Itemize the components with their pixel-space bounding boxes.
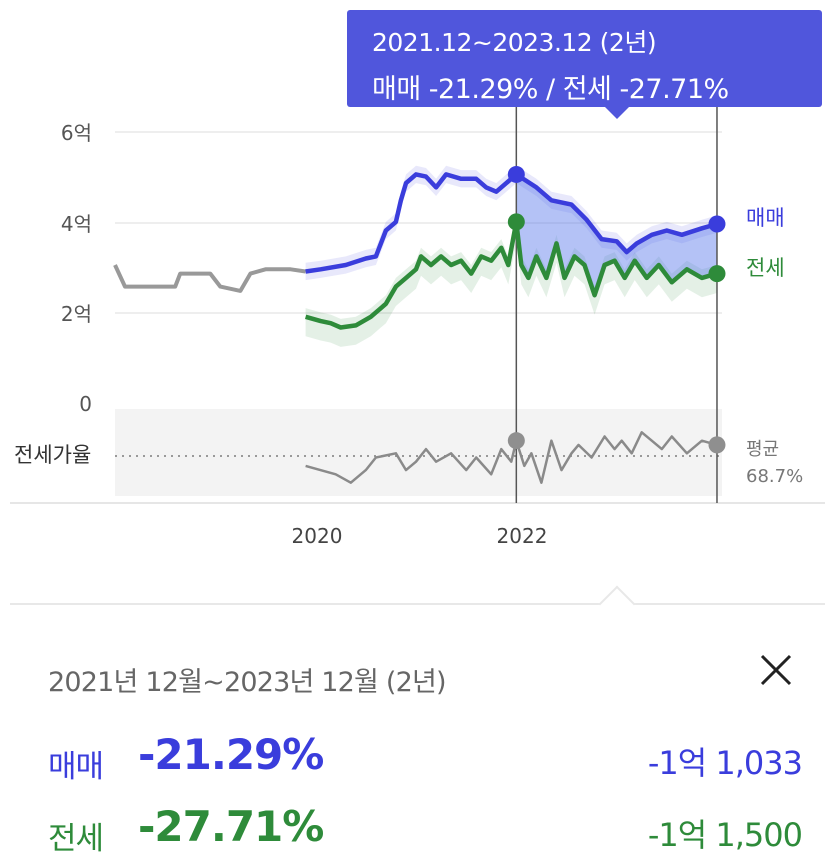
tooltip-values: 매매 -21.29% / 전세 -27.71% [372,74,729,105]
ratio-marker [507,432,525,450]
sale-line [305,172,718,274]
jeonse-line [304,219,718,330]
y-tick-label: 2억 [61,302,92,326]
summary-row-sale: 매매 -21.29% -1억 1,033 [48,728,808,788]
summary-amount: -1억 1,500 [647,816,803,854]
legend-sale-label: 매매 [746,206,785,230]
ratio-panel-bg [115,409,722,496]
ratio-marker [708,436,726,454]
ratio-label: 전세가율 [14,443,91,467]
tooltip-arrow [605,107,629,119]
tooltip-period: 2021.12~2023.12 (2년) [372,28,657,57]
close-icon [760,654,792,686]
ratio-avg-value: 68.7% [746,466,803,487]
close-button[interactable] [756,650,796,690]
ratio-line [305,431,718,484]
summary-percent: -21.29% [138,730,324,779]
jeonse-marker [507,213,525,231]
range-tooltip: 2021.12~2023.12 (2년) 매매 -21.29% / 전세 -27… [347,10,822,119]
x-tick-label: 2020 [292,524,343,548]
x-tick-label: 2022 [497,524,548,548]
sale-marker [507,165,525,183]
history-line [113,264,306,293]
y-tick-label: 0 [79,392,92,416]
summary-percent: -27.71% [138,802,324,851]
legend-jeonse-label: 전세 [746,256,785,280]
ratio-avg-label: 평균 [746,439,779,460]
summary-period: 2021년 12월~2023년 12월 (2년) [48,667,447,698]
y-tick-label: 4억 [61,212,92,236]
jeonse-marker [708,265,726,283]
sale-range-band [305,165,717,281]
summary-label: 전세 [48,821,104,857]
summary-row-jeonse: 전세 -27.71% -1억 1,500 [48,800,808,860]
panel-divider [10,603,825,605]
sale-marker [708,215,726,233]
price-chart[interactable]: 6억 4억 2억 0 전세가율 2020 2022 매매 전세 평균 68.7% [0,0,827,600]
jeonse-range-band [305,213,717,347]
summary-amount: -1억 1,033 [647,744,803,782]
chart-series-layer [113,107,726,503]
y-tick-label: 6억 [61,121,92,145]
summary-label: 매매 [48,749,104,785]
